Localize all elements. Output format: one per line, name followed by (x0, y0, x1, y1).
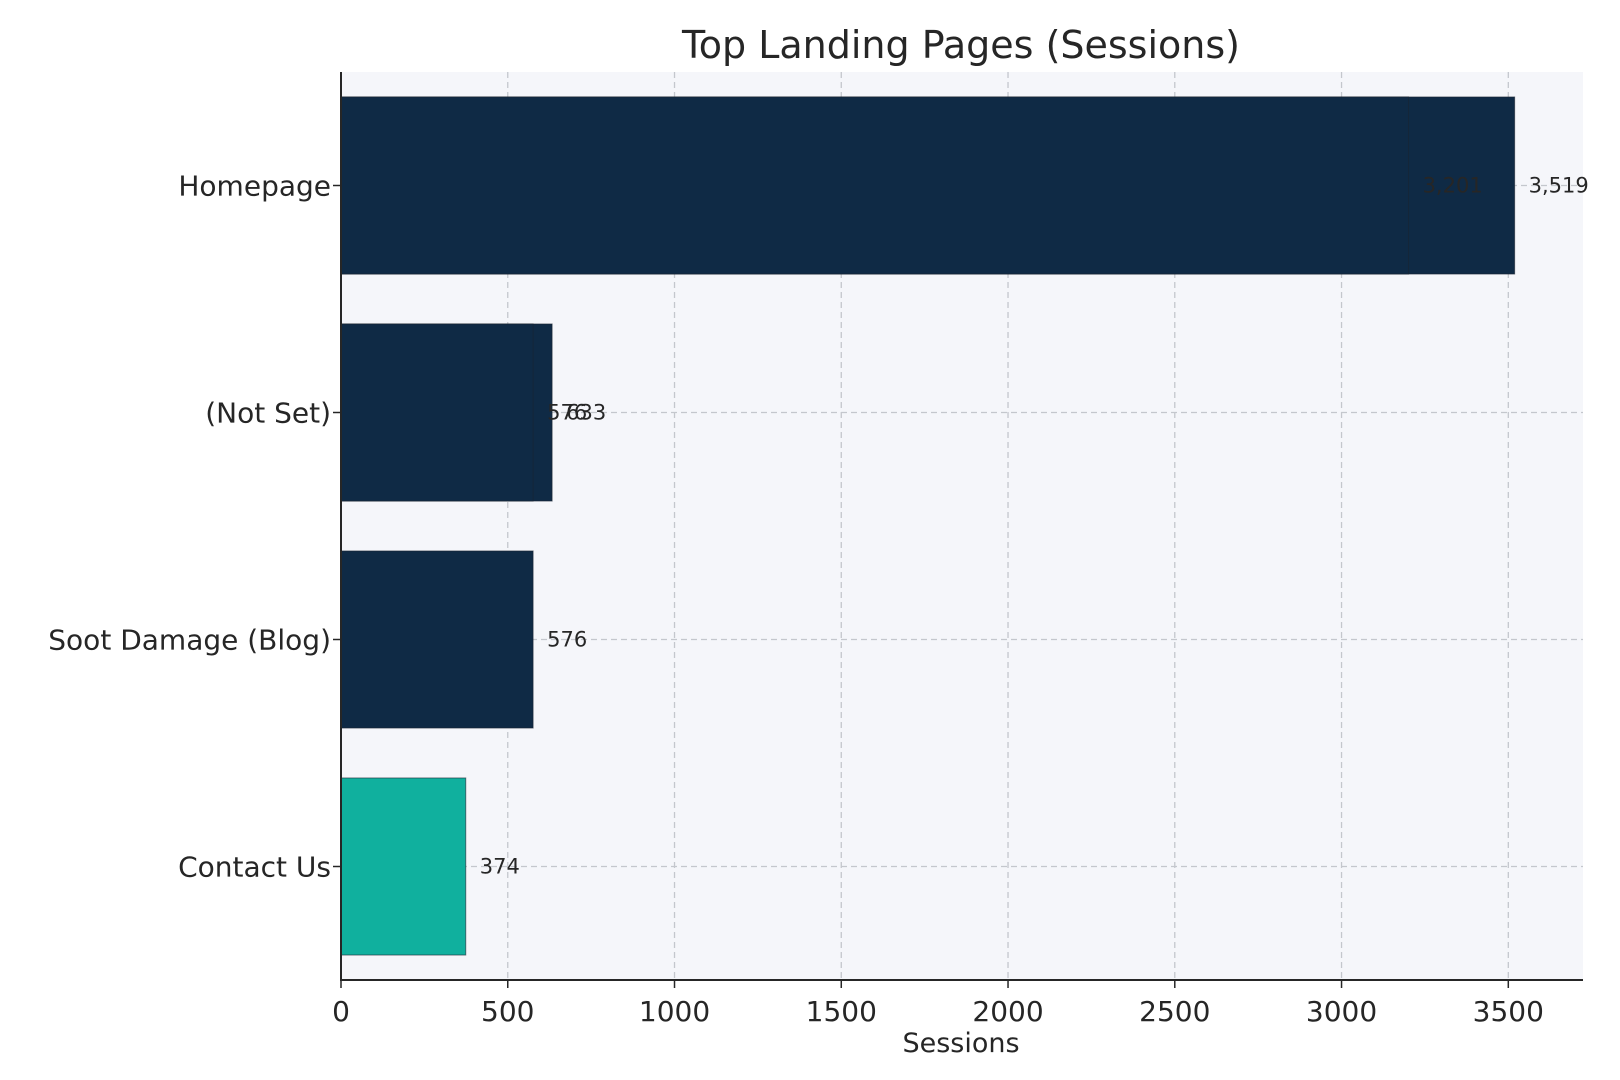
x-tick-label: 2000 (972, 995, 1043, 1028)
x-tick-label: 500 (481, 995, 534, 1028)
bar-value-label: 3,519 (1529, 174, 1589, 198)
bar-value-label: 3,201 (1423, 174, 1483, 198)
bar (340, 777, 467, 956)
category-label: Contact Us (178, 851, 331, 884)
category-label: Homepage (178, 170, 331, 203)
bars (340, 96, 1516, 956)
x-tick-label: 3500 (1473, 995, 1544, 1028)
x-axis-title: Sessions (902, 1028, 1019, 1059)
bar (340, 96, 1410, 275)
bar-value-label: 374 (480, 855, 520, 879)
category-label: (Not Set) (205, 397, 331, 430)
x-tick-label: 1000 (639, 995, 710, 1028)
bar-value-label: 576 (547, 628, 587, 652)
x-axis-ticks: 0 500 1000 1500 2000 2500 3000 3500 (332, 980, 1544, 1028)
chart-title: Top Landing Pages (Sessions) (681, 23, 1240, 67)
bar-value-label: 633 (566, 401, 606, 425)
category-label: Soot Damage (Blog) (48, 624, 331, 657)
bar (340, 323, 534, 502)
bar-value-label: 576 (547, 401, 587, 425)
bar (340, 550, 534, 729)
x-tick-label: 1500 (806, 995, 877, 1028)
x-tick-label: 0 (332, 995, 350, 1028)
y-axis-categories: Homepage (Not Set) Soot Damage (Blog) Conta… (48, 170, 341, 884)
x-tick-label: 2500 (1139, 995, 1210, 1028)
x-tick-label: 3000 (1306, 995, 1377, 1028)
